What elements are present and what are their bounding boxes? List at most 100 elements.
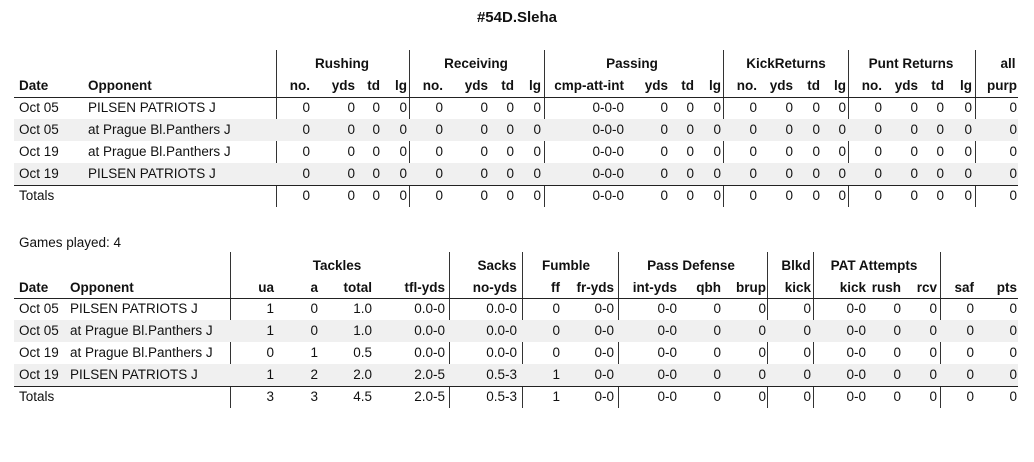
column-header: rush: [871, 280, 901, 295]
table-cell: 0: [758, 345, 766, 360]
table-cell: 0: [966, 323, 974, 338]
column-header: lg: [834, 78, 846, 93]
table-cell: PILSEN PATRIOTS J: [88, 166, 216, 181]
table-cell: 0: [435, 188, 443, 203]
table-cell: 0: [310, 301, 318, 316]
column-header: ua: [258, 280, 274, 295]
table-cell: PILSEN PATRIOTS J: [70, 301, 198, 316]
table-cell: 0: [533, 166, 541, 181]
table-cell: 0: [686, 144, 694, 159]
table-cell: Oct 05: [19, 301, 59, 316]
table-cell: 0: [964, 166, 972, 181]
table-cell: 0: [1009, 144, 1017, 159]
table-cell: 0: [1009, 367, 1017, 382]
table-cell: 0: [812, 188, 820, 203]
column-header: saf: [954, 280, 974, 295]
group-header: Receiving: [444, 56, 508, 71]
table-cell: 0: [874, 122, 882, 137]
table-cell: 0: [533, 144, 541, 159]
table-cell: 0: [1009, 389, 1017, 404]
column-header: brup: [736, 280, 766, 295]
table-cell: 0: [936, 166, 944, 181]
table-cell: 0: [749, 100, 757, 115]
table-cell: 0: [929, 389, 937, 404]
table-cell: 0: [686, 166, 694, 181]
games-played-label: Games played: 4: [19, 235, 122, 250]
column-header: lg: [960, 78, 972, 93]
table-cell: 0: [1009, 345, 1017, 360]
table-cell: 0: [506, 144, 514, 159]
table-cell: 0: [1009, 323, 1017, 338]
table-cell: 0: [302, 166, 310, 181]
table-cell: 0: [758, 301, 766, 316]
table-cell: 0-0: [846, 345, 866, 360]
table-cell: 1: [552, 367, 560, 382]
table-row: [14, 163, 1018, 185]
table-cell: 2.0-5: [414, 367, 445, 382]
table-cell: 0: [347, 100, 355, 115]
table-cell: 0: [936, 122, 944, 137]
table-cell: 0-0-0: [592, 166, 624, 181]
group-header: PAT Attempts: [830, 258, 918, 273]
table-cell: 1: [266, 323, 274, 338]
group-header: Tackles: [312, 258, 362, 273]
column-header: Date: [19, 280, 49, 295]
column-header: yds: [464, 78, 488, 93]
group-header: Rushing: [315, 56, 369, 71]
table-cell: 0: [266, 345, 274, 360]
table-cell: 0: [803, 323, 811, 338]
table-cell: 0-0-0: [592, 100, 624, 115]
table-cell: 0: [480, 122, 488, 137]
table-cell: at Prague Bl.Panthers J: [88, 144, 231, 159]
table-cell: 0: [533, 100, 541, 115]
column-header: yds: [894, 78, 918, 93]
table-cell: 0: [347, 166, 355, 181]
table-cell: 0: [713, 122, 721, 137]
column-header: td: [931, 78, 944, 93]
table-cell: 0: [785, 166, 793, 181]
table-cell: 0: [803, 345, 811, 360]
table-cell: 0: [812, 100, 820, 115]
table-cell: Oct 05: [19, 100, 59, 115]
table-cell: 0: [686, 100, 694, 115]
table-cell: 0: [758, 323, 766, 338]
column-header: Opponent: [88, 78, 152, 93]
table-cell: Oct 19: [19, 345, 59, 360]
table-cell: 0-0: [594, 345, 614, 360]
table-cell: 1: [552, 389, 560, 404]
table-cell: 0.5: [353, 345, 372, 360]
table-cell: 0: [893, 367, 901, 382]
table-cell: 1: [266, 301, 274, 316]
group-header: KickReturns: [746, 56, 826, 71]
table-cell: Totals: [19, 389, 55, 404]
table-cell: 0: [435, 100, 443, 115]
table-cell: 0: [758, 389, 766, 404]
table-cell: 0: [713, 100, 721, 115]
column-header: pts: [996, 280, 1017, 295]
totals-divider: [14, 386, 1018, 387]
table-cell: Oct 19: [19, 144, 59, 159]
table-cell: 0: [749, 122, 757, 137]
table-cell: 1.0: [353, 323, 372, 338]
header-underline: [14, 298, 1018, 299]
table-cell: 0: [552, 323, 560, 338]
column-header: no-yds: [472, 280, 517, 295]
column-header: td: [807, 78, 820, 93]
table-cell: 0: [966, 301, 974, 316]
table-cell: 1: [266, 367, 274, 382]
column-header: ff: [551, 280, 560, 295]
table-cell: 0: [803, 389, 811, 404]
column-header: kick: [784, 280, 811, 295]
table-cell: 0: [964, 122, 972, 137]
table-cell: 0-0: [594, 301, 614, 316]
table-cell: 0: [713, 188, 721, 203]
table-cell: 3: [310, 389, 318, 404]
table-cell: 0: [785, 144, 793, 159]
table-cell: 0: [660, 144, 668, 159]
table-cell: 0: [713, 323, 721, 338]
group-header: Punt Returns: [868, 56, 954, 71]
column-header: a: [310, 280, 318, 295]
page-title: #54D.Sleha: [476, 9, 558, 26]
table-cell: 0: [874, 144, 882, 159]
table-cell: 0.5-3: [486, 389, 517, 404]
